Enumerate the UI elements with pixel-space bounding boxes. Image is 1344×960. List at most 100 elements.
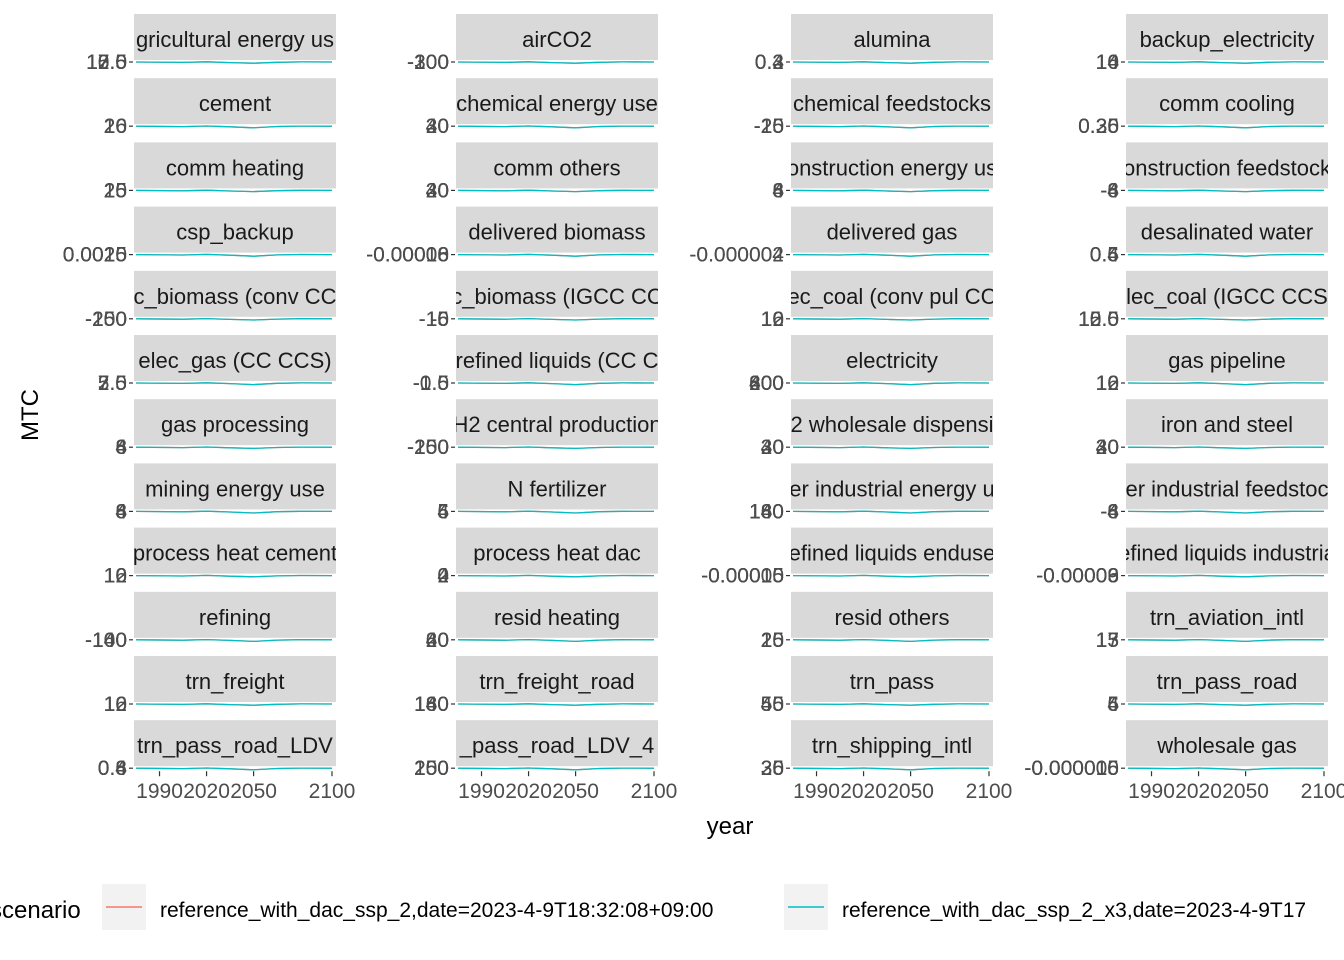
facet-strip-label: efined liquids enduse <box>789 541 996 566</box>
y-tick-label: 30 <box>426 115 449 138</box>
series-line-2 <box>457 446 655 450</box>
facet-panel: c_biomass (IGCC CC-16-10-5 <box>419 270 663 331</box>
x-tick-label: 2020 <box>183 780 230 803</box>
series-line-2 <box>135 189 333 193</box>
facet-strip-label: lec_coal (IGCC CCS <box>1126 284 1328 309</box>
series-line-2 <box>792 638 990 643</box>
y-tick-label: 180 <box>414 693 449 716</box>
facet-strip <box>791 206 993 253</box>
series-line-2 <box>792 317 990 321</box>
series-line-2 <box>792 767 990 771</box>
y-tick-label: 12 <box>1096 372 1119 395</box>
facet-panel: wholesale gas -0.000005-0.000010-0.000016… <box>1024 720 1344 803</box>
y-tick-label: 180 <box>749 500 784 523</box>
facet-strip <box>791 78 993 125</box>
facet-strip-label: trn_pass_road <box>1157 669 1298 694</box>
facet-panel: desalinated water 0.60.50.4 <box>1090 206 1328 267</box>
y-tick-label: -4 <box>1100 179 1119 202</box>
facet-strip-label: trn_pass <box>850 669 934 694</box>
facet-strip-label: trn_freight_road <box>479 669 634 694</box>
facet-strip <box>456 270 658 317</box>
y-tick-label: 16 <box>1096 372 1119 395</box>
y-tick-label: 5 <box>437 500 449 523</box>
y-tick-label: 20 <box>104 115 127 138</box>
series-line-2 <box>457 61 655 64</box>
y-tick-label: 10 <box>104 693 127 716</box>
y-tick-label: 2 <box>437 565 449 588</box>
series-line-2 <box>457 189 655 193</box>
facet-strip-label: trn_pass_road_LDV <box>137 733 333 758</box>
y-tick-label: 12 <box>761 308 784 331</box>
y-tick-label: -25 <box>754 115 784 138</box>
facet-strip-label: cement <box>199 91 271 116</box>
y-tick-label: 16 <box>761 308 784 331</box>
y-tick-label: 15 <box>104 179 127 202</box>
y-tick-label: 5.0 <box>98 372 127 395</box>
y-tick-label: 0.6 <box>1090 244 1119 267</box>
facet-strip-label: chemical energy use <box>456 91 658 116</box>
y-tick-label: -5 <box>430 308 449 331</box>
series-line-2 <box>1127 446 1325 450</box>
y-tick-label: 4 <box>1107 693 1119 716</box>
series-line-2 <box>1127 767 1325 771</box>
facet-strip <box>791 335 993 381</box>
y-tick-label: 25 <box>761 629 784 652</box>
x-tick-label: 2100 <box>966 780 1013 803</box>
series-line-2 <box>135 382 333 386</box>
series-line-2 <box>457 638 655 643</box>
facet-panel: efined liquids enduse-0.00015-0.00010-0.… <box>701 527 996 588</box>
y-tick-label: 4 <box>115 436 127 459</box>
facet-strip-label: onstruction energy us <box>787 155 997 180</box>
series-line-2 <box>792 253 990 257</box>
y-tick-label: 6 <box>115 500 127 523</box>
y-tick-label: 2.5 <box>98 372 127 395</box>
facet-strip <box>456 335 658 381</box>
facet-strip-label: comm cooling <box>1159 91 1295 116</box>
y-tick-label: 160 <box>749 500 784 523</box>
y-tick-label: 0.4 <box>1090 244 1120 267</box>
y-tick-label: 15.0 <box>1078 308 1119 331</box>
y-tick-label: 10.0 <box>86 51 127 74</box>
y-tick-label: 16 <box>104 115 127 138</box>
facet-strip <box>134 142 336 189</box>
facet-panel: elec_gas (CC CCS) 7.55.02.5 <box>98 335 336 395</box>
facet-strip-label: c_biomass (IGCC CC <box>451 284 663 309</box>
y-tick-label: 0.4 <box>755 51 785 74</box>
y-tick-label: 200 <box>749 372 784 395</box>
facet-panel: comm cooling 0.350.300.26 <box>1078 78 1328 138</box>
x-tick-label: 1990 <box>1128 780 1175 803</box>
facet-strip-label: delivered gas <box>827 220 958 245</box>
y-tick-label: -6 <box>1100 500 1119 523</box>
series-line-2 <box>457 510 655 514</box>
x-tick-label: 2100 <box>1301 780 1344 803</box>
facet-strip <box>456 142 658 189</box>
y-tick-label: 5 <box>1107 693 1119 716</box>
y-tick-label: 0.0025 <box>63 244 127 267</box>
facet-panel: alumina 0.40.30.2 <box>755 14 993 74</box>
series-line-2 <box>1127 382 1325 386</box>
facet-panel: N fertilizer 654 <box>437 463 658 523</box>
facet-strip <box>134 463 336 510</box>
y-tick-label: 250 <box>414 757 449 780</box>
facet-strip <box>134 335 336 381</box>
series-line-2 <box>135 767 333 771</box>
x-tick-label: 2050 <box>1222 780 1269 803</box>
y-tick-label: 400 <box>749 372 784 395</box>
x-tick-label: 2020 <box>1175 780 1222 803</box>
series-line-2 <box>457 253 655 257</box>
x-tick-label: 1990 <box>793 780 840 803</box>
facet-panels: gricultural energy us15.012.510.07.5airC… <box>63 14 1344 803</box>
y-tick-label: 26 <box>761 757 784 780</box>
y-tick-label: 14 <box>1096 51 1120 74</box>
y-tick-label: -4 <box>1100 500 1119 523</box>
y-tick-label: 50 <box>761 693 784 716</box>
y-tick-label: 4 <box>772 179 784 202</box>
y-tick-label: -0.00006 <box>1036 565 1119 588</box>
